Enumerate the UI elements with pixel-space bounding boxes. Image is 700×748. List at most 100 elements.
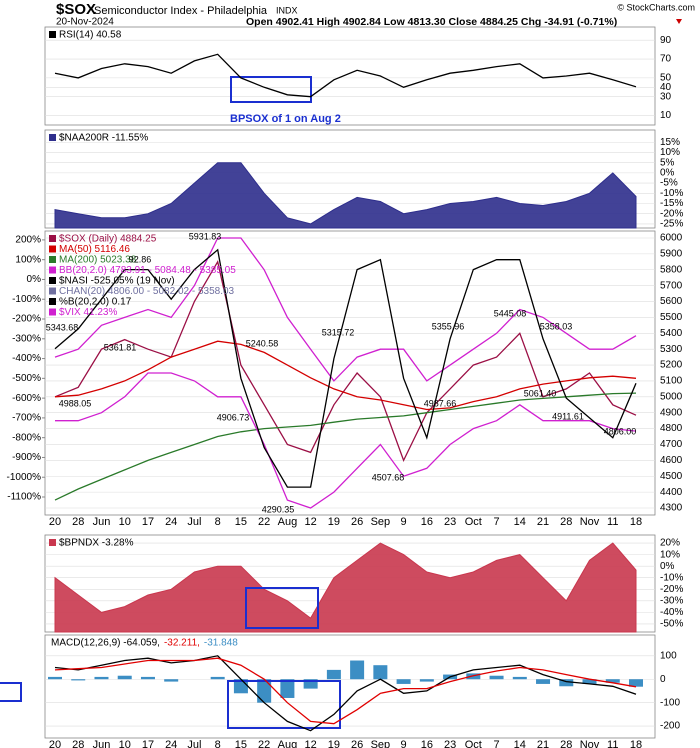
x-tick-label: 11 <box>607 516 618 528</box>
x-tick-label: 21 <box>537 739 549 748</box>
series-area <box>54 542 637 633</box>
symbol: $SOX <box>56 1 96 18</box>
down-arrow <box>676 19 682 24</box>
histogram-bar <box>559 679 574 687</box>
x-tick-label: 17 <box>142 516 154 528</box>
x-tick-label: 15 <box>235 739 247 748</box>
price-label: 4906.73 <box>217 412 250 422</box>
histogram-bar <box>373 665 388 680</box>
series-area <box>54 162 637 229</box>
histogram-bar <box>326 669 341 680</box>
legend-swatch <box>49 31 56 38</box>
legend-entry: $NASI -525.05% (19 Nov) <box>59 276 175 287</box>
histogram-bar <box>605 679 620 683</box>
price-label: 5355.96 <box>432 321 465 331</box>
y2-tick-label: -600% <box>12 393 41 404</box>
price-label: 5061.40 <box>524 388 557 398</box>
x-tick-label: 8 <box>215 516 221 528</box>
y2-tick-label: 200% <box>15 235 41 246</box>
x-tick-label: 9 <box>401 739 407 748</box>
y2-tick-label: -900% <box>12 452 41 463</box>
x-tick-label: 12 <box>305 739 317 748</box>
y-tick-label: 5900 <box>660 249 683 260</box>
x-tick-label: 23 <box>444 516 456 528</box>
y-tick-label: 4700 <box>660 439 683 450</box>
price-label: 4806.00 <box>604 426 637 436</box>
credit: © StockCharts.com <box>617 2 695 12</box>
legend-swatch <box>49 266 56 274</box>
legend-swatch <box>49 134 56 141</box>
price-label: 5315.72 <box>322 327 355 337</box>
y2-tick-label: -500% <box>12 373 41 384</box>
x-tick-label: 24 <box>165 739 177 748</box>
x-tick-label: 20 <box>49 516 61 528</box>
price-label: 5931.83 <box>189 231 222 241</box>
price-label: 5343.68 <box>46 322 79 332</box>
y-tick-label: 5600 <box>660 296 683 307</box>
y-tick-label: -20% <box>660 584 683 595</box>
y-tick-label: 4500 <box>660 471 683 482</box>
x-tick-label: 12 <box>305 516 317 528</box>
y-tick-label: -10% <box>660 572 683 583</box>
y2-tick-label: -400% <box>12 353 41 364</box>
highlight-box <box>230 76 312 103</box>
x-tick-label: Nov <box>580 516 600 528</box>
y-tick-label: 100 <box>660 650 677 661</box>
x-tick-label: 18 <box>630 516 642 528</box>
legend-entry: CHAN(20) 4806.00 - 5082.02 - 5358.03 <box>59 286 235 297</box>
exchange: INDX <box>276 5 298 15</box>
x-tick-label: 20 <box>49 739 61 748</box>
legend-entry: RSI(14) 40.58 <box>59 30 122 41</box>
x-tick-label: Oct <box>465 739 482 748</box>
x-tick-label: 28 <box>560 739 572 748</box>
x-tick-label: Jun <box>93 739 111 748</box>
y-tick-label: 5500 <box>660 312 683 323</box>
legend-entry: $BPNDX -3.28% <box>59 538 134 549</box>
x-tick-label: 17 <box>142 739 154 748</box>
x-tick-label: 9 <box>401 516 407 528</box>
y-tick-label: 5700 <box>660 280 683 291</box>
price-label: 5445.08 <box>494 308 527 318</box>
x-tick-label: Aug <box>278 739 298 748</box>
price-label: 5358.03 <box>540 321 573 331</box>
x-tick-label: 15 <box>235 516 247 528</box>
y-tick-label: 70 <box>660 54 672 65</box>
date: 20-Nov-2024 <box>56 17 114 28</box>
legend-swatch <box>49 235 56 242</box>
y2-tick-label: 0% <box>27 274 42 285</box>
legend-swatch <box>49 287 56 295</box>
x-tick-label: Nov <box>580 739 600 748</box>
annotation: BPSOX of 1 on Aug 2 <box>230 113 341 125</box>
x-tick-label: 28 <box>72 739 84 748</box>
histogram-bar <box>210 676 225 680</box>
series-line <box>54 248 637 488</box>
histogram-bar <box>350 660 365 680</box>
y-tick-label: -25% <box>660 219 683 230</box>
x-tick-label: 18 <box>630 739 642 748</box>
y-tick-label: 15% <box>660 137 680 148</box>
x-tick-label: Aug <box>278 516 298 528</box>
price-label: 92.86 <box>129 254 152 264</box>
legend-entry: BB(20,2.0) 4783.91 - 5084.48 - 5385.05 <box>59 265 236 276</box>
y-tick-label: -20% <box>660 208 683 219</box>
x-tick-label: 7 <box>493 739 499 748</box>
y-tick-label: 6000 <box>660 233 683 244</box>
legend-swatch <box>49 277 56 284</box>
y-tick-label: 0 <box>660 674 666 685</box>
x-tick-label: 10 <box>119 739 131 748</box>
series-line <box>54 260 637 463</box>
price-label: 4987.66 <box>424 398 457 408</box>
x-tick-label: Jun <box>93 516 111 528</box>
series-line <box>55 372 637 509</box>
y2-tick-label: -300% <box>12 333 41 344</box>
x-tick-label: 16 <box>421 739 433 748</box>
legend-swatch <box>49 308 56 316</box>
x-tick-label: 21 <box>537 516 549 528</box>
x-tick-label: Oct <box>465 516 482 528</box>
price-label: 4988.05 <box>59 398 92 408</box>
x-tick-label: 24 <box>165 516 177 528</box>
legend-entry: $SOX (Daily) 4884.25 <box>59 234 157 245</box>
histogram-bar <box>140 676 155 680</box>
panel-frame <box>44 26 656 126</box>
